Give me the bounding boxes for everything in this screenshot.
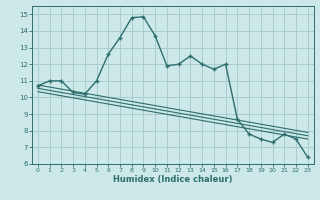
X-axis label: Humidex (Indice chaleur): Humidex (Indice chaleur) (113, 175, 233, 184)
